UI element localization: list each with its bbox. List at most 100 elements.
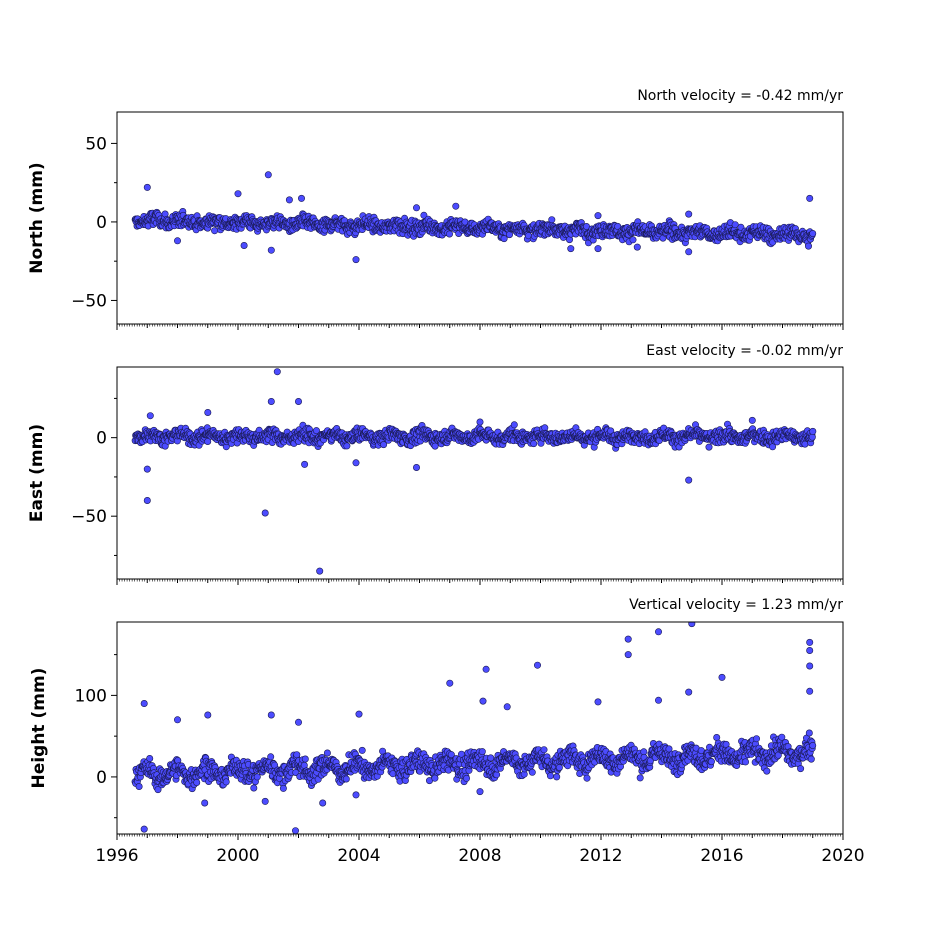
data-point [741,758,749,766]
data-point [540,746,548,754]
y-tick-label: 0 [96,429,107,449]
data-point [222,778,230,786]
data-point [211,227,219,235]
outlier-point [748,416,756,424]
outlier-point [806,646,814,654]
frame-east [116,366,844,580]
data-point [528,768,536,776]
outlier-point [446,679,454,687]
data-point [555,763,563,771]
outlier-point [234,190,242,198]
outlier-point [174,716,182,724]
data-point [462,774,470,782]
frame-north [116,111,844,325]
points-north [131,171,817,264]
data-point [342,775,350,783]
outlier-point [352,256,360,264]
outlier-point [174,237,182,245]
data-point [705,443,713,451]
outlier-point [654,628,662,636]
data-point [279,784,287,792]
outlier-point [482,665,490,673]
outlier-point [267,711,275,719]
outlier-point [654,696,662,704]
outlier-point [140,699,148,707]
outlier-point [594,212,602,220]
panel-title-north: North velocity = -0.42 mm/yr [637,88,843,104]
outlier-point [479,697,487,705]
outlier-point [355,710,363,718]
ylabel-north: North (mm) [27,162,47,273]
data-point [358,746,366,754]
data-point [805,729,813,737]
outlier-point [297,194,305,202]
ylabel-height: Height (mm) [29,668,49,789]
points-east [131,368,817,575]
outlier-point [201,799,209,807]
outlier-point [143,183,151,191]
data-point [250,784,258,792]
outlier-point [267,397,275,405]
y-tick-label: −50 [71,291,107,311]
data-point [636,774,644,782]
data-point [583,774,591,782]
data-point [380,441,388,449]
outlier-point [685,248,693,256]
outlier-point [806,638,814,646]
data-point [763,767,771,775]
outlier-point [594,245,602,253]
panel-height: Vertical velocity = 1.23 mm/yr Height (m… [29,597,865,866]
data-point [731,221,739,229]
data-point [193,778,201,786]
outlier-point [267,246,275,254]
outlier-point [412,204,420,212]
data-point [500,235,508,243]
outlier-point [476,788,484,796]
outlier-point [412,463,420,471]
data-point [548,216,556,224]
outlier-point [633,243,641,251]
outlier-point [352,459,360,467]
data-point [301,755,309,763]
outlier-point [292,827,299,834]
data-point [204,437,212,445]
panel-east: East velocity = -0.02 mm/yr East (mm) 0 −… [27,343,844,585]
data-point [752,735,760,743]
outlier-point [476,418,484,426]
outlier-point [316,567,324,575]
outlier-point [273,368,281,376]
data-point [253,773,261,781]
data-point [478,748,486,756]
outlier-point [146,412,154,420]
outlier-point [806,194,814,202]
data-point [713,733,721,741]
y-tick-label: 50 [85,134,107,154]
outlier-point [594,698,602,706]
panel-north: North velocity = -0.42 mm/yr North (mm) … [27,88,844,330]
outlier-point [688,622,696,628]
data-point [445,230,453,238]
panel-title-east: East velocity = -0.02 mm/yr [646,343,843,359]
outlier-point [261,797,269,805]
outlier-point [319,799,327,807]
outlier-point [140,825,148,833]
outlier-point [301,460,309,468]
data-point [553,773,561,781]
y-tick-label: 0 [96,768,107,788]
outlier-point [624,635,632,643]
outlier-point [718,673,726,681]
y-tick-label: 0 [96,213,107,233]
outlier-point [294,718,302,726]
outlier-point [143,496,151,504]
outlier-point [685,688,693,696]
data-point [530,440,538,448]
data-point [267,753,275,761]
y-tick-label: 100 [75,686,107,706]
data-point [510,421,518,429]
outlier-point [264,171,272,179]
outlier-point [806,687,814,695]
outlier-point [294,397,302,405]
data-point [707,758,715,766]
data-point [146,754,154,762]
data-point [809,230,817,238]
